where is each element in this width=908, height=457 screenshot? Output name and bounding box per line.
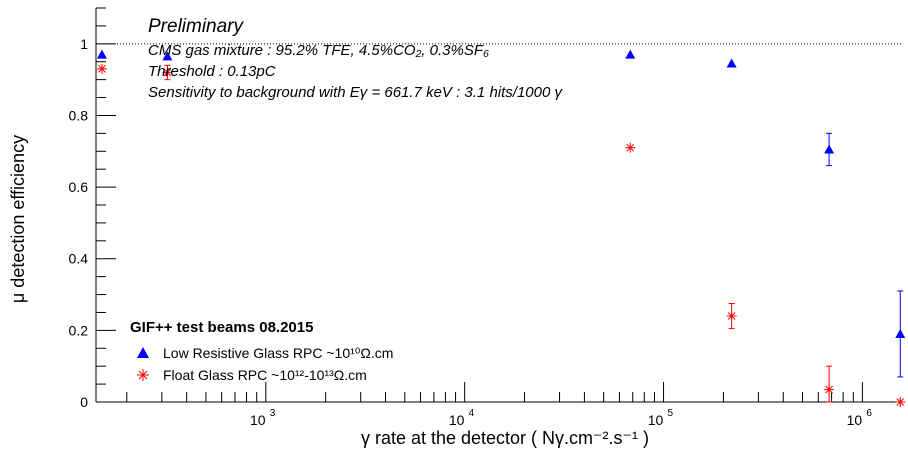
asterisk-stroke: [626, 143, 635, 152]
data-point-triangle: [824, 144, 835, 154]
y-tick-label: 0.6: [69, 179, 89, 195]
asterisk-stroke: [727, 312, 736, 320]
annotation-threshold: Threshold : 0.13pC: [148, 63, 276, 80]
asterisk-stroke: [896, 398, 905, 406]
legend-label-float-glass: Float Glass RPC ~10¹²-10¹³Ω.cm: [163, 367, 367, 383]
annotation-preliminary: Preliminary: [148, 16, 245, 37]
y-tick-label: 0.8: [69, 107, 89, 123]
data-point-triangle: [625, 49, 636, 59]
annotation-gas-mixture: CMS gas mixture : 95.2% TFE, 4.5%CO₂, 0.…: [148, 42, 489, 59]
data-point-asterisk: [726, 311, 737, 322]
x-tick-label: 10: [847, 412, 863, 428]
data-point-asterisk: [96, 63, 107, 74]
y-tick-label: 0: [80, 394, 88, 410]
y-tick-label: 0.2: [69, 322, 89, 338]
legend-header: GIF++ test beams 08.2015: [130, 319, 313, 336]
legend-entry-float-glass: Float Glass RPC ~10¹²-10¹³Ω.cm: [137, 367, 367, 383]
y-axis-title: μ detection efficiency: [8, 135, 28, 303]
legend-label-low-resistive: Low Resistive Glass RPC ~10¹⁰Ω.cm: [163, 345, 393, 361]
x-tick-exponent: 3: [270, 408, 276, 419]
data-point-asterisk: [895, 397, 906, 407]
data-point-triangle: [895, 328, 906, 338]
legend-triangle-marker: [137, 347, 149, 358]
y-tick-label: 1: [80, 36, 88, 52]
data-point-triangle: [162, 51, 173, 61]
x-tick-label: 10: [648, 412, 664, 428]
data-point-triangle: [726, 58, 737, 68]
x-tick-exponent: 5: [668, 408, 674, 419]
x-tick-label: 10: [250, 412, 266, 428]
annotation-sensitivity: Sensitivity to background with Eγ = 661.…: [148, 84, 563, 101]
data-point-asterisk: [824, 384, 835, 395]
x-tick-exponent: 4: [469, 408, 475, 419]
data-point-triangle: [96, 49, 107, 59]
data-point-asterisk: [162, 67, 173, 78]
x-axis-title: γ rate at the detector ( Nγ.cm⁻².s⁻¹ ): [361, 428, 649, 448]
asterisk-stroke: [163, 68, 172, 77]
legend-entry-low-resistive: Low Resistive Glass RPC ~10¹⁰Ω.cm: [137, 345, 393, 361]
y-tick-label: 0.4: [69, 251, 89, 267]
asterisk-stroke: [98, 65, 106, 73]
data-point-asterisk: [625, 142, 636, 153]
x-tick-exponent: 6: [866, 408, 872, 419]
legend-asterisk-marker: [137, 369, 149, 381]
marks-group: [96, 49, 906, 407]
x-tick-label: 10: [449, 412, 465, 428]
asterisk-stroke: [825, 385, 833, 394]
